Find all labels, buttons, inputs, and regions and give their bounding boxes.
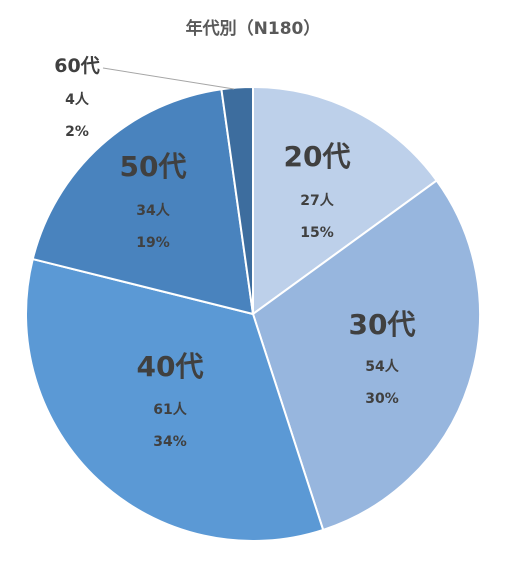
slice-label-30s: 30代	[349, 308, 416, 341]
leader-line-60s	[102, 67, 235, 90]
slice-percent-60s: 2%	[65, 124, 89, 140]
slice-label-40s: 40代	[137, 350, 204, 383]
slice-count-50s: 34人	[136, 202, 170, 219]
pie-slice-40s	[25, 257, 325, 542]
pie-slice-50s	[31, 88, 255, 316]
pie-slice-20s	[252, 85, 439, 316]
chart-title: 年代別（N180）	[186, 18, 321, 39]
slice-label-20s: 20代	[284, 140, 351, 173]
slice-percent-20s: 15%	[300, 225, 334, 241]
slice-percent-50s: 19%	[136, 235, 170, 251]
pie-slices	[25, 85, 481, 542]
slice-label-50s: 50代	[120, 150, 187, 183]
slice-count-30s: 54人	[365, 358, 399, 375]
pie-slice-60s	[220, 85, 254, 315]
slice-count-20s: 27人	[300, 192, 334, 209]
slice-count-40s: 61人	[153, 401, 187, 418]
slice-percent-40s: 34%	[153, 434, 187, 450]
pie-slice-30s	[251, 179, 481, 532]
slice-labels: 20代 27人 15% 30代 54人 30% 40代 61人 34% 50代 …	[54, 55, 415, 450]
slice-percent-30s: 30%	[365, 391, 399, 407]
slice-label-60s: 60代	[54, 55, 99, 77]
slice-count-60s: 4人	[65, 91, 90, 108]
